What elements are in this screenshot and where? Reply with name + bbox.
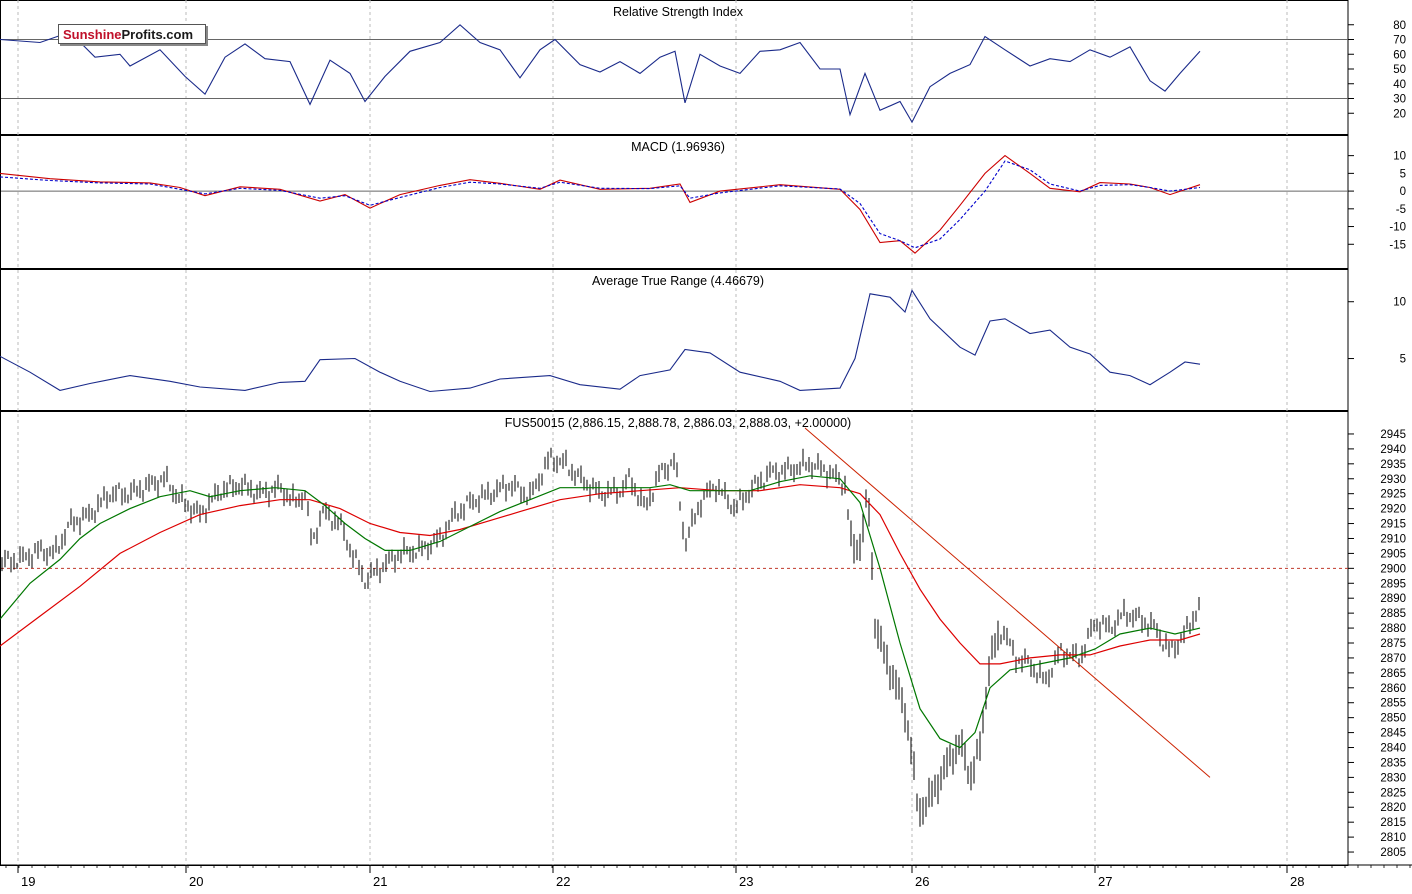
ytick-label-3-5: 2830: [1380, 772, 1406, 784]
ytick-label-3-21: 2910: [1380, 533, 1406, 545]
ma-short-line: [0, 475, 1201, 749]
series-line-2-0: [0, 289, 1201, 393]
ytick-label-3-15: 2880: [1380, 623, 1406, 635]
panel-title-2: Average True Range (4.46679): [592, 274, 764, 288]
ytick-label-3-4: 2825: [1380, 787, 1406, 799]
xtick-label-1: 20: [189, 874, 203, 889]
ytick-label-1-1: -10: [1389, 222, 1406, 234]
xtick-label-7: 28: [1290, 874, 1304, 889]
ytick-label-3-10: 2855: [1380, 698, 1406, 710]
panel-border-2: [0, 269, 1349, 411]
ytick-label-3-8: 2845: [1380, 728, 1406, 740]
xtick-label-3: 22: [556, 874, 570, 889]
ytick-label-3-19: 2900: [1380, 563, 1406, 575]
ytick-label-3-12: 2865: [1380, 668, 1406, 680]
ytick-label-3-9: 2850: [1380, 713, 1406, 725]
ytick-label-1-5: 10: [1393, 151, 1406, 163]
ytick-label-3-20: 2905: [1380, 548, 1406, 560]
series-line-1-1: [0, 160, 1201, 249]
series-line-0-0: [0, 24, 1201, 124]
ytick-label-2-1: 10: [1393, 297, 1406, 309]
series-line-1-0: [0, 154, 1201, 254]
xtick-label-2: 21: [373, 874, 387, 889]
ytick-label-3-18: 2895: [1380, 578, 1406, 590]
ytick-label-0-6: 80: [1393, 20, 1406, 32]
panel-title-0: Relative Strength Index: [613, 5, 744, 19]
ytick-label-0-3: 50: [1393, 64, 1406, 76]
panel-title-1: MACD (1.96936): [631, 140, 725, 154]
ytick-label-3-23: 2920: [1380, 504, 1406, 516]
ytick-label-3-28: 2945: [1380, 429, 1406, 441]
ytick-label-1-0: -15: [1389, 239, 1406, 251]
ytick-label-1-2: -5: [1396, 204, 1406, 216]
ytick-label-3-6: 2835: [1380, 757, 1406, 769]
ytick-label-0-0: 20: [1393, 108, 1406, 120]
ytick-label-3-3: 2820: [1380, 802, 1406, 814]
ytick-label-3-0: 2805: [1380, 847, 1406, 859]
ytick-label-3-26: 2935: [1380, 459, 1406, 471]
logo-part-sunshine: Sunshine: [63, 27, 122, 42]
ytick-label-0-1: 30: [1393, 94, 1406, 106]
ytick-label-3-16: 2885: [1380, 608, 1406, 620]
xtick-label-0: 19: [21, 874, 35, 889]
logo-part-profits: Profits.com: [121, 27, 194, 42]
xtick-label-5: 26: [915, 874, 929, 889]
ytick-label-3-27: 2940: [1380, 444, 1406, 456]
sunshine-profits-logo: SunshineProfits.com: [58, 24, 206, 44]
ytick-label-2-0: 5: [1400, 354, 1406, 366]
ytick-label-3-13: 2870: [1380, 653, 1406, 665]
ytick-label-3-14: 2875: [1380, 638, 1406, 650]
ytick-label-3-11: 2860: [1380, 683, 1406, 695]
ytick-label-3-24: 2925: [1380, 489, 1406, 501]
panel-title-3: FUS50015 (2,886.15, 2,888.78, 2,886.03, …: [505, 416, 851, 430]
ytick-label-1-4: 5: [1400, 168, 1406, 180]
xtick-label-6: 27: [1098, 874, 1112, 889]
ytick-label-3-25: 2930: [1380, 474, 1406, 486]
panel-border-0: [0, 0, 1349, 135]
ytick-label-3-17: 2890: [1380, 593, 1406, 605]
ytick-label-0-5: 70: [1393, 35, 1406, 47]
panel-border-1: [0, 135, 1349, 269]
trendline: [804, 427, 1211, 778]
ytick-label-1-3: 0: [1400, 186, 1406, 198]
ytick-label-3-1: 2810: [1380, 832, 1406, 844]
ytick-label-0-2: 40: [1393, 79, 1406, 91]
ytick-label-3-22: 2915: [1380, 519, 1406, 531]
xtick-label-4: 23: [739, 874, 753, 889]
ytick-label-3-2: 2815: [1380, 817, 1406, 829]
ytick-label-3-7: 2840: [1380, 743, 1406, 755]
ytick-label-0-4: 60: [1393, 49, 1406, 61]
